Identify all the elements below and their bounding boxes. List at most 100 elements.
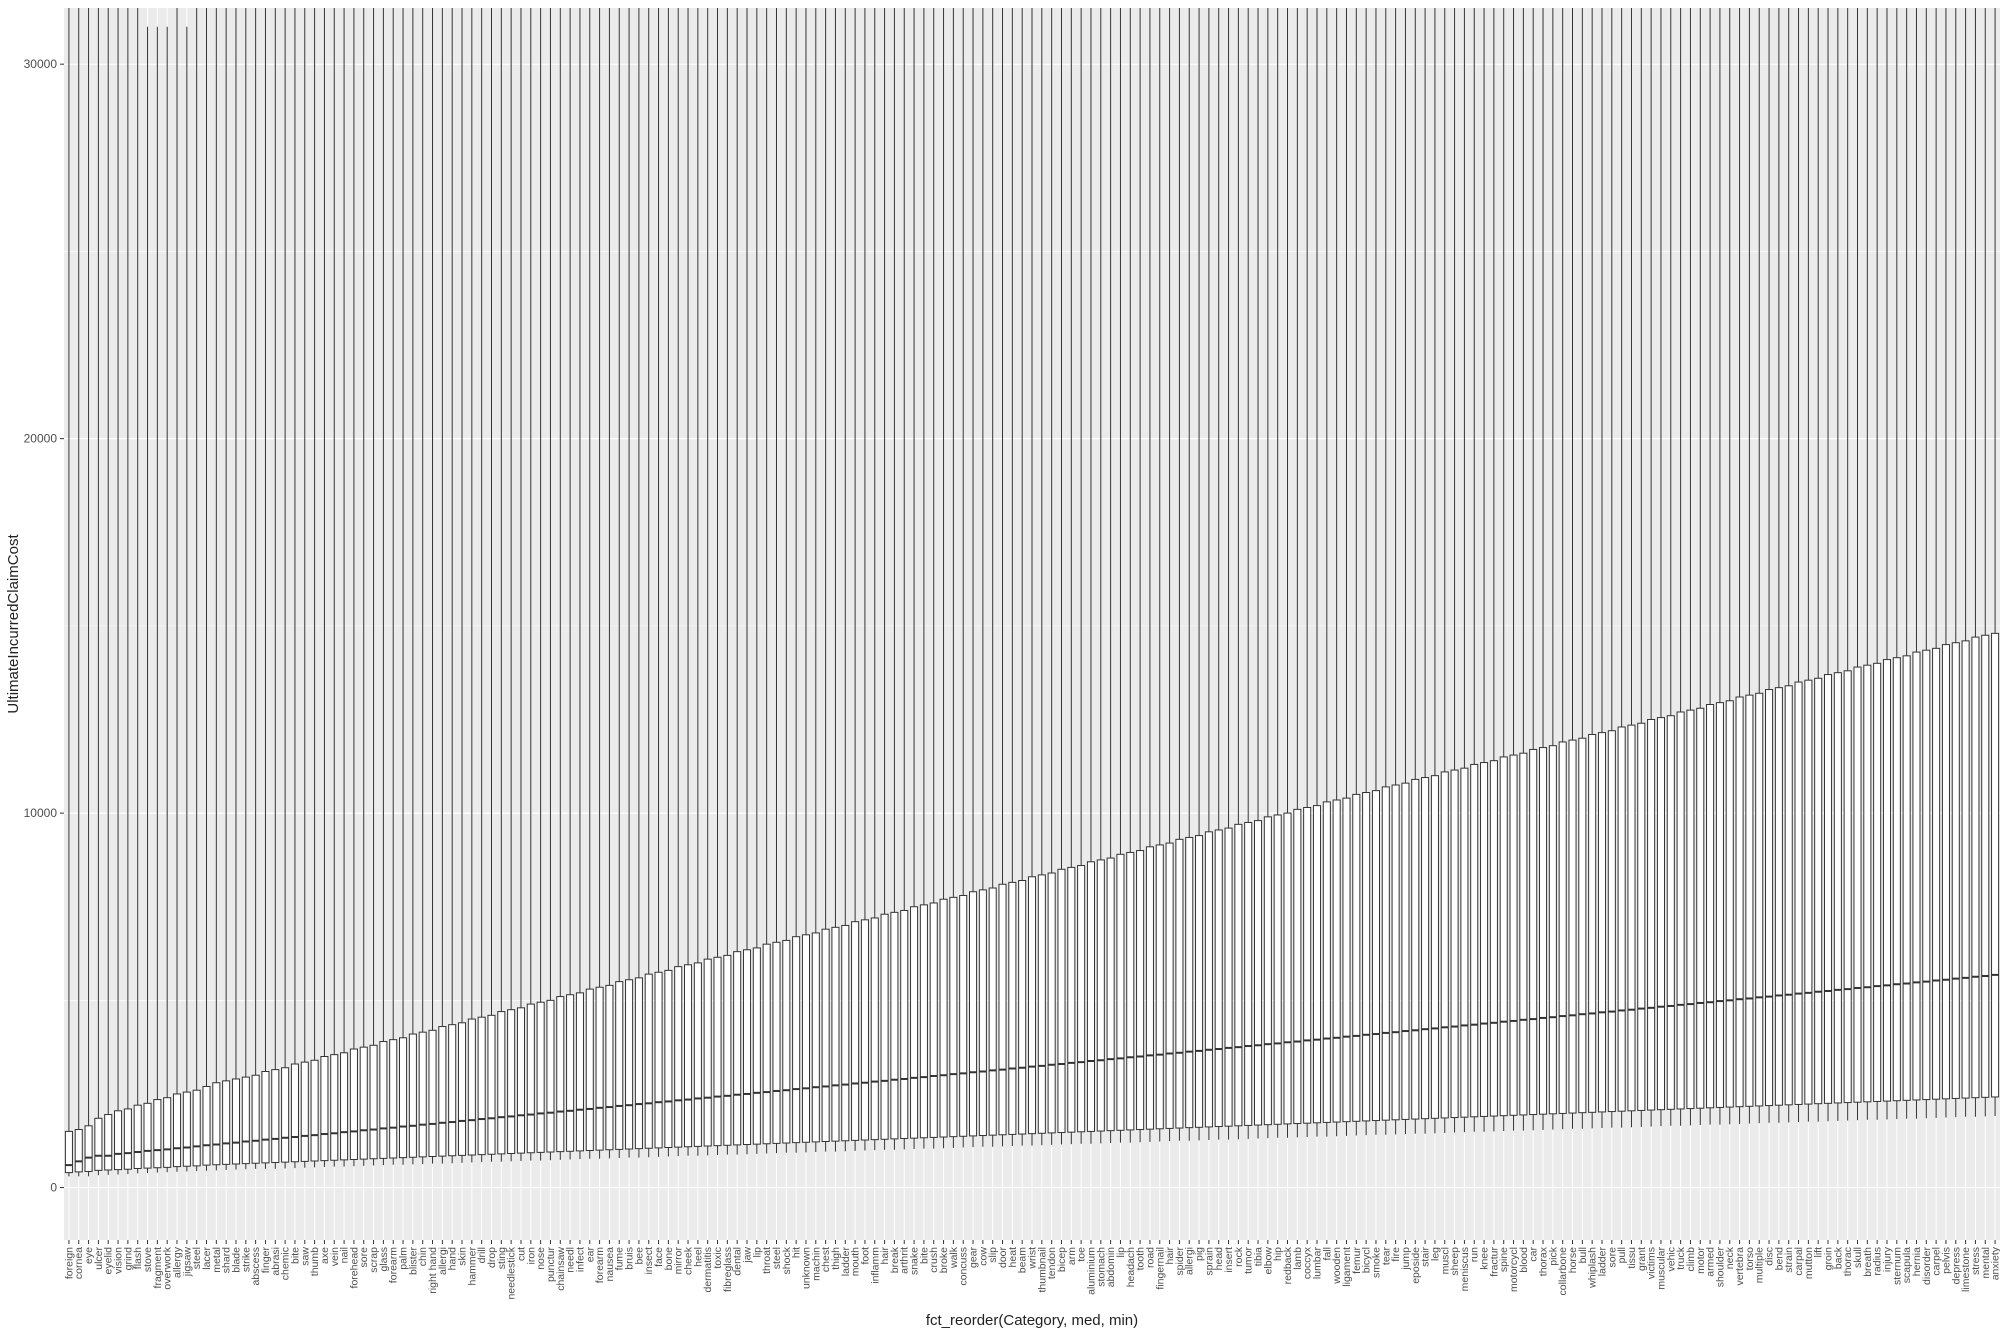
x-tick-label: thorax — [1538, 1246, 1550, 1276]
box — [143, 26, 152, 1173]
box-body — [595, 986, 604, 1151]
box-body — [1175, 838, 1184, 1129]
x-tick-label: run — [1469, 1247, 1481, 1262]
box — [841, 8, 850, 1152]
x-tick-label: collarbone — [1557, 1247, 1569, 1296]
box — [1912, 8, 1921, 1119]
box-body — [929, 902, 938, 1138]
box — [693, 8, 702, 1156]
box-body — [457, 1022, 467, 1156]
box — [860, 8, 869, 1151]
box-body — [1823, 674, 1833, 1104]
x-tick-label: break — [889, 1246, 901, 1273]
x-tick-label: crush — [928, 1247, 940, 1273]
box — [1057, 8, 1066, 1145]
box — [281, 8, 290, 1169]
box-body — [418, 1031, 427, 1158]
box-body — [1332, 799, 1341, 1123]
box-body — [182, 1091, 191, 1167]
box-body — [1460, 767, 1469, 1118]
box — [1312, 8, 1322, 1137]
box-body — [1666, 715, 1675, 1110]
box-body — [1371, 790, 1380, 1122]
box-body — [1106, 857, 1115, 1132]
x-tick-label: insert — [1223, 1247, 1235, 1273]
box — [1882, 8, 1892, 1120]
box-body — [1696, 707, 1705, 1109]
x-tick-label: skull — [1852, 1247, 1864, 1268]
box-body — [1273, 814, 1282, 1125]
x-tick-label: machin — [810, 1247, 822, 1281]
x-tick-label: disc — [1764, 1247, 1776, 1266]
box-body — [1234, 823, 1243, 1127]
x-tick-label: blister — [407, 1247, 419, 1276]
box-body — [1774, 687, 1783, 1106]
box-body — [340, 1052, 349, 1161]
x-tick-label: meniscus — [1459, 1247, 1471, 1291]
x-tick-label: ladder — [1596, 1247, 1608, 1277]
box — [399, 8, 408, 1165]
box-body — [988, 887, 997, 1136]
x-tick-label: stomach — [1095, 1247, 1107, 1287]
box — [654, 8, 663, 1157]
box — [1155, 8, 1164, 1142]
box-body — [1362, 792, 1371, 1122]
box — [192, 8, 201, 1172]
x-tick-label: bull — [1577, 1247, 1589, 1263]
x-tick-label: cheek — [683, 1246, 695, 1275]
box — [1971, 8, 1980, 1117]
box — [1018, 8, 1027, 1146]
box-body — [959, 894, 968, 1137]
x-tick-label: sting — [496, 1247, 508, 1269]
box-body — [1715, 702, 1724, 1108]
x-tick-label: forehead — [348, 1247, 360, 1289]
box-body — [1145, 846, 1154, 1130]
box — [1489, 8, 1498, 1132]
box — [1529, 8, 1538, 1131]
x-tick-label: grant — [1636, 1247, 1648, 1271]
box — [1588, 8, 1597, 1129]
box-body — [1627, 724, 1636, 1112]
x-tick-label: eyelid — [103, 1247, 115, 1275]
box-body — [516, 1007, 526, 1154]
x-tick-label: pick — [1547, 1246, 1559, 1265]
box — [703, 8, 712, 1156]
box-body — [1961, 640, 1970, 1099]
x-tick-label: arthrit — [899, 1247, 911, 1274]
x-tick-label: lip — [751, 1247, 763, 1258]
box-body — [271, 1069, 280, 1163]
box-body — [1892, 657, 1901, 1102]
box-body — [1440, 771, 1449, 1119]
box — [1774, 8, 1783, 1123]
box-body — [1804, 679, 1813, 1105]
box-body — [143, 1102, 152, 1169]
box-body — [1853, 666, 1862, 1103]
box-body — [1981, 634, 1990, 1098]
box — [487, 8, 496, 1162]
box — [1853, 8, 1862, 1121]
box-body — [320, 1056, 329, 1162]
box — [379, 8, 388, 1166]
box — [467, 8, 476, 1163]
box — [133, 8, 142, 1174]
x-tick-label: unknown — [800, 1247, 812, 1289]
x-tick-label: ulcer — [93, 1247, 105, 1270]
x-tick-label: tendon — [1046, 1247, 1058, 1279]
box-body — [1096, 859, 1105, 1132]
x-tick-label: injury — [1881, 1246, 1893, 1272]
x-tick-label: elbow — [1262, 1247, 1274, 1275]
box-body — [1195, 835, 1204, 1128]
box — [772, 8, 781, 1154]
box — [1430, 8, 1439, 1134]
box-body — [1686, 709, 1695, 1110]
x-tick-label: toe — [1076, 1247, 1088, 1262]
x-tick-label: broke — [938, 1247, 950, 1273]
box-body — [1814, 677, 1823, 1105]
box-body — [330, 1054, 339, 1161]
box-body — [1676, 711, 1685, 1110]
box — [1823, 8, 1833, 1122]
box — [1647, 8, 1656, 1127]
box-body — [949, 896, 958, 1138]
box — [114, 8, 123, 1175]
box — [84, 8, 93, 1177]
